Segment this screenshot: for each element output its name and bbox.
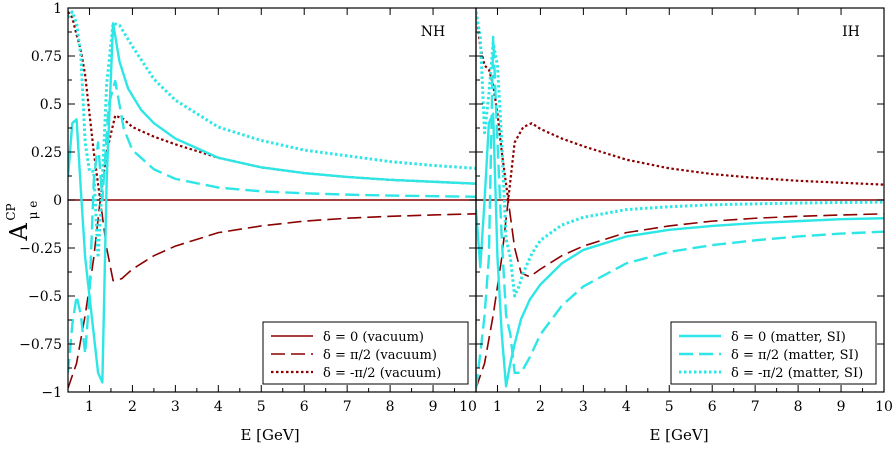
panel-ih: 1 2 3 4 5 6 7 8 9 10 δ = 0 (matter, SI) δ = π/2 (ma… bbox=[475, 7, 893, 415]
y-tick-label: 0.25 bbox=[31, 145, 62, 161]
x-tick-label-nh: 9 bbox=[429, 399, 438, 415]
x-tick-label-nh: 7 bbox=[343, 399, 352, 415]
x-tick-label-ih: 8 bbox=[794, 399, 803, 415]
series-line-nh-3 bbox=[68, 79, 476, 373]
y-tick-label: −1 bbox=[41, 385, 62, 401]
y-tick-label: 0.75 bbox=[31, 49, 62, 65]
x-axis-label-ih: E [GeV] bbox=[649, 426, 708, 444]
legend-label: δ = -π/2 (vacuum) bbox=[323, 366, 441, 381]
x-tick-label-nh: 6 bbox=[300, 399, 309, 415]
y-tick-label: 1 bbox=[53, 1, 62, 17]
y-axis-label-sup: CP bbox=[4, 203, 18, 220]
x-tick-label-ih: 1 bbox=[493, 399, 502, 415]
series-line-nh-2 bbox=[68, 22, 476, 384]
x-tick-label-nh: 2 bbox=[128, 399, 137, 415]
legend-nh: δ = 0 (vacuum) δ = π/2 (vacuum) δ = -π/2 (… bbox=[262, 321, 469, 385]
x-tick-label-ih: 9 bbox=[837, 399, 846, 415]
y-tick-label: −0.75 bbox=[19, 337, 62, 353]
x-tick-label-ih: 4 bbox=[622, 399, 631, 415]
y-axis-label: A CP μ e bbox=[4, 201, 40, 242]
legend-label: δ = 0 (vacuum) bbox=[323, 330, 424, 345]
x-tick-label-nh: 5 bbox=[257, 399, 266, 415]
x-tick-label-nh: 10 bbox=[459, 399, 477, 415]
legend-box bbox=[262, 321, 469, 385]
x-tick-label-ih: 2 bbox=[536, 399, 545, 415]
y-tick-label: 0.5 bbox=[40, 97, 62, 113]
legend-label: δ = -π/2 (matter, SI) bbox=[731, 366, 863, 381]
series-line-nh-0 bbox=[68, 199, 476, 389]
series-line-ih-0 bbox=[476, 199, 884, 389]
y-axis-label-sub: μ e bbox=[26, 201, 40, 220]
x-tick-label-nh: 4 bbox=[214, 399, 223, 415]
series-line-nh-1 bbox=[68, 11, 476, 202]
y-tick-label: −0.25 bbox=[19, 241, 62, 257]
x-tick-label-ih: 3 bbox=[579, 399, 588, 415]
x-tick-label-ih: 6 bbox=[708, 399, 717, 415]
series-line-ih-4 bbox=[476, 11, 884, 298]
x-tick-label-ih: 5 bbox=[665, 399, 674, 415]
x-axis-label-nh: E [GeV] bbox=[240, 426, 299, 444]
series-line-nh-4 bbox=[68, 10, 476, 260]
y-tick-label: 0 bbox=[53, 193, 62, 209]
y-tick-label: −0.5 bbox=[28, 289, 62, 305]
legend-label: δ = π/2 (matter, SI) bbox=[731, 348, 859, 363]
x-tick-label-ih: 7 bbox=[751, 399, 760, 415]
legend-ih: δ = 0 (matter, SI) δ = π/2 (matter, SI) δ … bbox=[670, 321, 877, 385]
legend-label: δ = π/2 (vacuum) bbox=[323, 348, 437, 363]
legend-label: δ = 0 (matter, SI) bbox=[731, 330, 846, 345]
y-axis-label-main: A bbox=[5, 223, 33, 242]
x-tick-label-nh: 8 bbox=[386, 399, 395, 415]
x-tick-label-nh: 1 bbox=[85, 399, 94, 415]
panel-tag-nh: NH bbox=[421, 24, 445, 40]
x-tick-label-nh: 3 bbox=[171, 399, 180, 415]
series-line-ih-3 bbox=[476, 35, 884, 389]
panel-nh: 1 2 3 4 5 6 7 8 9 10 −1 −0.75 −0.5 −0.25 0 0.25 0.5 0.75 1… bbox=[19, 1, 477, 415]
series-line-ih-1 bbox=[476, 11, 884, 202]
panel-tag-ih: IH bbox=[842, 24, 860, 40]
x-tick-label-ih: 10 bbox=[875, 399, 893, 415]
